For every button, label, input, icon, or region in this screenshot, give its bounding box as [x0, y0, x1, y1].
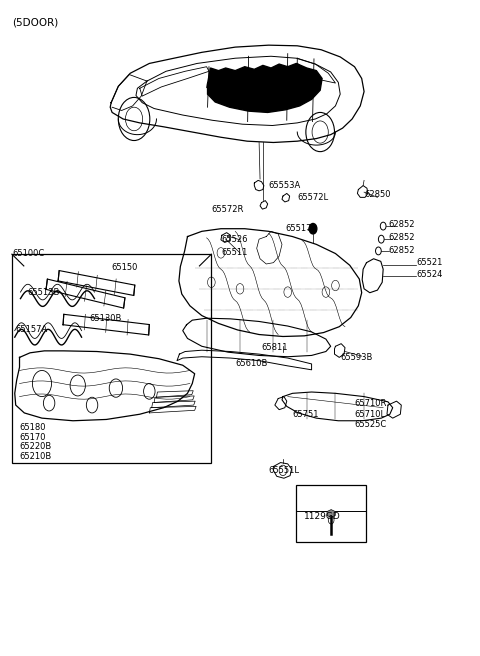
Text: 65572L: 65572L [297, 193, 328, 202]
Text: 62852: 62852 [388, 247, 414, 255]
Polygon shape [327, 510, 336, 518]
Text: 65521: 65521 [417, 258, 443, 267]
Text: 65180: 65180 [20, 422, 46, 432]
Text: 65170: 65170 [20, 432, 46, 441]
Text: 1129GD: 1129GD [304, 512, 340, 521]
Text: 65220B: 65220B [20, 442, 52, 451]
Text: 65593B: 65593B [340, 353, 372, 362]
Text: 65610B: 65610B [235, 359, 268, 369]
Bar [296, 485, 366, 543]
Text: 65811: 65811 [262, 343, 288, 352]
Polygon shape [207, 64, 322, 112]
Text: 65751: 65751 [292, 410, 319, 419]
Text: 62850: 62850 [364, 190, 391, 199]
Text: 65572R: 65572R [211, 205, 244, 214]
Text: 65513B: 65513B [28, 288, 60, 297]
Text: 65100C: 65100C [12, 249, 44, 258]
Text: 65150: 65150 [111, 264, 138, 272]
Text: 65210B: 65210B [20, 452, 52, 461]
Text: 65130B: 65130B [90, 314, 122, 323]
Text: 65157A: 65157A [16, 325, 48, 335]
Text: 65710R: 65710R [355, 399, 387, 407]
Text: 65526: 65526 [221, 236, 247, 244]
Text: 65710L: 65710L [355, 410, 385, 419]
Text: 65524: 65524 [417, 270, 443, 279]
Text: 65525C: 65525C [355, 420, 387, 429]
Circle shape [309, 224, 317, 234]
Text: 65553A: 65553A [269, 181, 301, 190]
Text: 65511: 65511 [221, 249, 247, 257]
Text: 62852: 62852 [388, 234, 414, 242]
Text: (5DOOR): (5DOOR) [12, 17, 58, 28]
Text: 65517: 65517 [285, 224, 312, 233]
Text: 62852: 62852 [388, 220, 414, 230]
Text: 65551L: 65551L [269, 466, 300, 475]
Bar [12, 254, 211, 463]
